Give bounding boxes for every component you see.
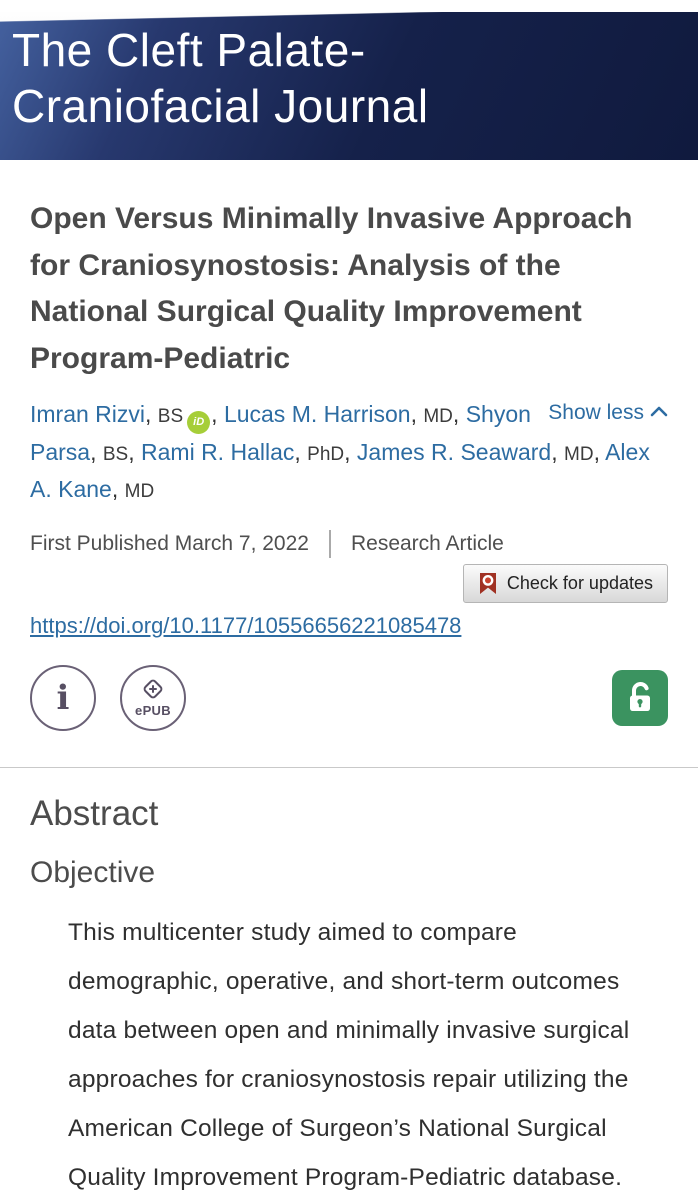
meta-divider [328, 529, 331, 558]
updates-row: Check for updates [30, 563, 668, 603]
epub-icon[interactable]: ePUB [120, 664, 186, 731]
journal-title-line1: The Cleft Palate- [12, 24, 366, 76]
epub-glyph-icon [143, 679, 163, 699]
author-degree: MD [564, 444, 594, 465]
first-published-date: First Published March 7, 2022 [30, 531, 309, 555]
author-link[interactable]: Shyon Parsa [30, 401, 531, 465]
info-icon[interactable]: i [30, 664, 96, 731]
section-divider [0, 766, 698, 768]
orcid-icon[interactable]: iD [187, 411, 211, 434]
show-less-label: Show less [548, 401, 644, 424]
author-degree: MD [124, 480, 155, 502]
author-link[interactable]: Rami R. Hallac [141, 439, 295, 465]
author-degree: PhD [307, 444, 345, 465]
publication-meta: First Published March 7, 2022 Research A… [30, 529, 668, 558]
article-type-label: Research Article [350, 531, 504, 555]
article-page: Open Versus Minimally Invasive Approach … [0, 196, 698, 1200]
author-degree: MD [423, 406, 453, 427]
open-access-lock-icon [612, 669, 668, 726]
abstract-heading: Abstract [30, 793, 159, 833]
crossmark-icon [479, 572, 496, 594]
info-glyph: i [56, 677, 70, 718]
author-degree: BS [102, 444, 129, 465]
author-block: Show less Imran Rizvi, BS iD, Lucas M. Ha… [30, 396, 668, 508]
author-link[interactable]: Imran Rizvi [30, 401, 146, 427]
author-degree: BS [157, 406, 184, 427]
journal-title: The Cleft Palate- Craniofacial Journal [12, 22, 684, 134]
check-for-updates-button[interactable]: Check for updates [462, 563, 668, 603]
objective-heading: Objective [30, 855, 156, 889]
journal-title-line2: Craniofacial Journal [12, 80, 429, 133]
author-link[interactable]: Alex A. Kane [30, 439, 650, 502]
author-link[interactable]: James R. Seaward [356, 439, 552, 465]
article-title: Open Versus Minimally Invasive Approach … [30, 202, 633, 375]
doi-link[interactable]: https://doi.org/10.1177/1055665622108547… [30, 612, 462, 638]
author-link[interactable]: Lucas M. Harrison [223, 401, 411, 427]
author-list: Imran Rizvi, BS iD, Lucas M. Harrison, MD… [30, 401, 650, 502]
journal-banner: The Cleft Palate- Craniofacial Journal [0, 12, 698, 160]
show-less-link[interactable]: Show less [548, 396, 668, 430]
epub-label: ePUB [135, 703, 171, 719]
doi-row: https://doi.org/10.1177/1055665622108547… [30, 613, 668, 639]
check-for-updates-label: Check for updates [506, 572, 653, 593]
chevron-up-icon [650, 406, 668, 417]
article-tools: i ePUB [30, 664, 668, 731]
abstract-paragraph: This multicenter study aimed to compare … [68, 918, 630, 1191]
